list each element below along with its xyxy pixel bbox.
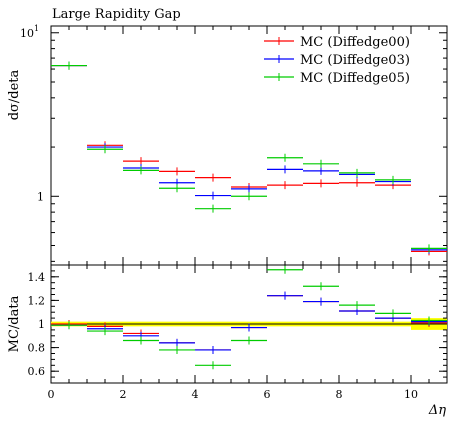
x-tick-label: 0 [48, 388, 55, 401]
legend: MC (Diffedge00) MC (Diffedge03) MC (Diffed… [264, 35, 410, 86]
main-y-axis-label: dσ/deta [7, 69, 22, 120]
chart-title: Large Rapidity Gap [52, 7, 181, 22]
ratio-y-tick-label: 0.8 [28, 342, 46, 355]
main-series-marks [51, 61, 447, 256]
legend-label: MC (Diffedge00) [300, 35, 410, 50]
x-tick-label: 2 [120, 388, 127, 401]
main-y-tick-label-exponent: 1 [34, 24, 39, 33]
ratio-axes: 0.6 0.8 1 1.2 1.4 0 2 4 6 8 10 [28, 265, 448, 401]
main-y-tick-label: 10 [20, 27, 34, 40]
legend-label: MC (Diffedge03) [300, 53, 410, 68]
main-y-tick-label: 1 [37, 190, 44, 203]
ratio-y-tick-label: 1 [38, 318, 45, 331]
legend-label: MC (Diffedge05) [300, 71, 410, 86]
x-tick-label: 6 [264, 388, 271, 401]
ratio-y-tick-label: 0.6 [28, 365, 46, 378]
ratio-y-tick-label: 1.4 [28, 271, 46, 284]
main-axes: 10 11 [20, 24, 448, 265]
x-axis-label: Δη [428, 403, 446, 418]
x-tick-label: 8 [336, 388, 343, 401]
x-tick-label: 4 [192, 388, 199, 401]
ratio-y-tick-label: 1.2 [28, 294, 46, 307]
ratio-series-marks [51, 265, 447, 370]
ratio-y-axis-label: MC/data [7, 295, 22, 352]
x-tick-label: 10 [404, 388, 418, 401]
